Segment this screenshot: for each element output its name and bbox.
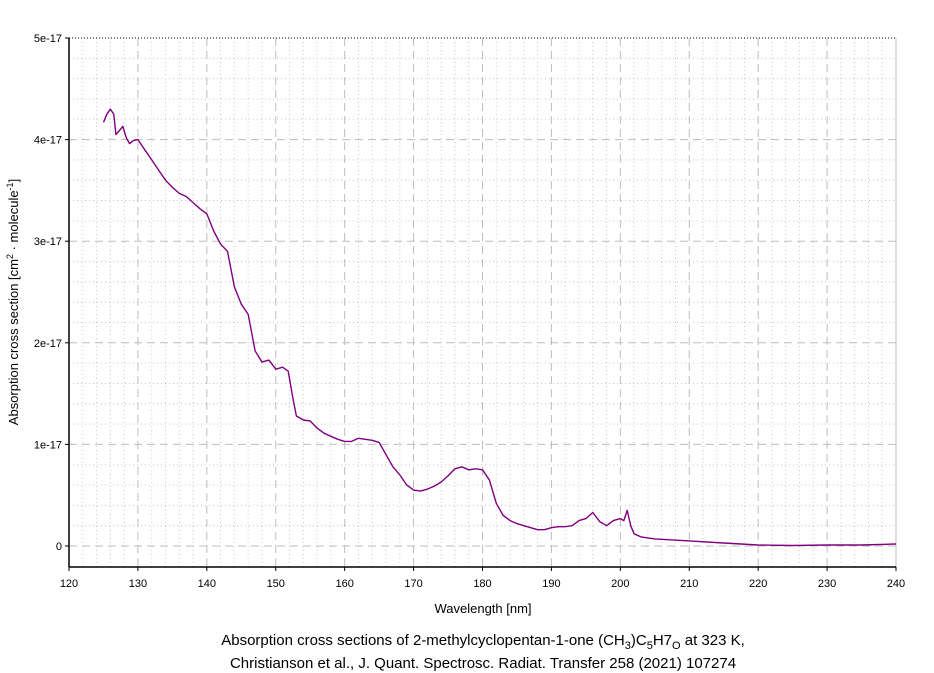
x-tick-label: 190 (542, 578, 560, 590)
x-tick-label: 140 (198, 578, 216, 590)
y-axis-label: Absorption cross section [cm2 · molecule… (5, 179, 21, 425)
chart-title-line2: Christianson et al., J. Quant. Spectrosc… (230, 655, 736, 672)
y-tick-label: 0 (56, 541, 62, 553)
grid (69, 38, 896, 567)
x-axis-label: Wavelength [nm] (434, 601, 531, 616)
x-tick-label: 150 (267, 578, 285, 590)
y-tick-label: 3e-17 (34, 236, 62, 248)
chart-title-line1: Absorption cross sections of 2-methylcyc… (221, 632, 745, 652)
y-tick-label: 1e-17 (34, 439, 62, 451)
series-line (102, 108, 897, 547)
series (102, 108, 897, 547)
y-tick-label: 5e-17 (34, 33, 62, 45)
x-tick-label: 130 (129, 578, 147, 590)
x-tick-label: 170 (404, 578, 422, 590)
x-tick-label: 200 (611, 578, 629, 590)
x-tick-label: 180 (473, 578, 491, 590)
y-tick-label: 4e-17 (34, 135, 62, 147)
y-tick-label: 2e-17 (34, 338, 62, 350)
tick-labels: 120 130 140 150 160 170 180 190 200 210 220 230 240 0… (34, 33, 905, 590)
x-tick-label: 240 (887, 578, 905, 590)
x-tick-label: 160 (335, 578, 353, 590)
x-tick-label: 120 (60, 578, 78, 590)
x-tick-label: 220 (749, 578, 767, 590)
x-tick-label: 230 (818, 578, 836, 590)
x-tick-label: 210 (680, 578, 698, 590)
